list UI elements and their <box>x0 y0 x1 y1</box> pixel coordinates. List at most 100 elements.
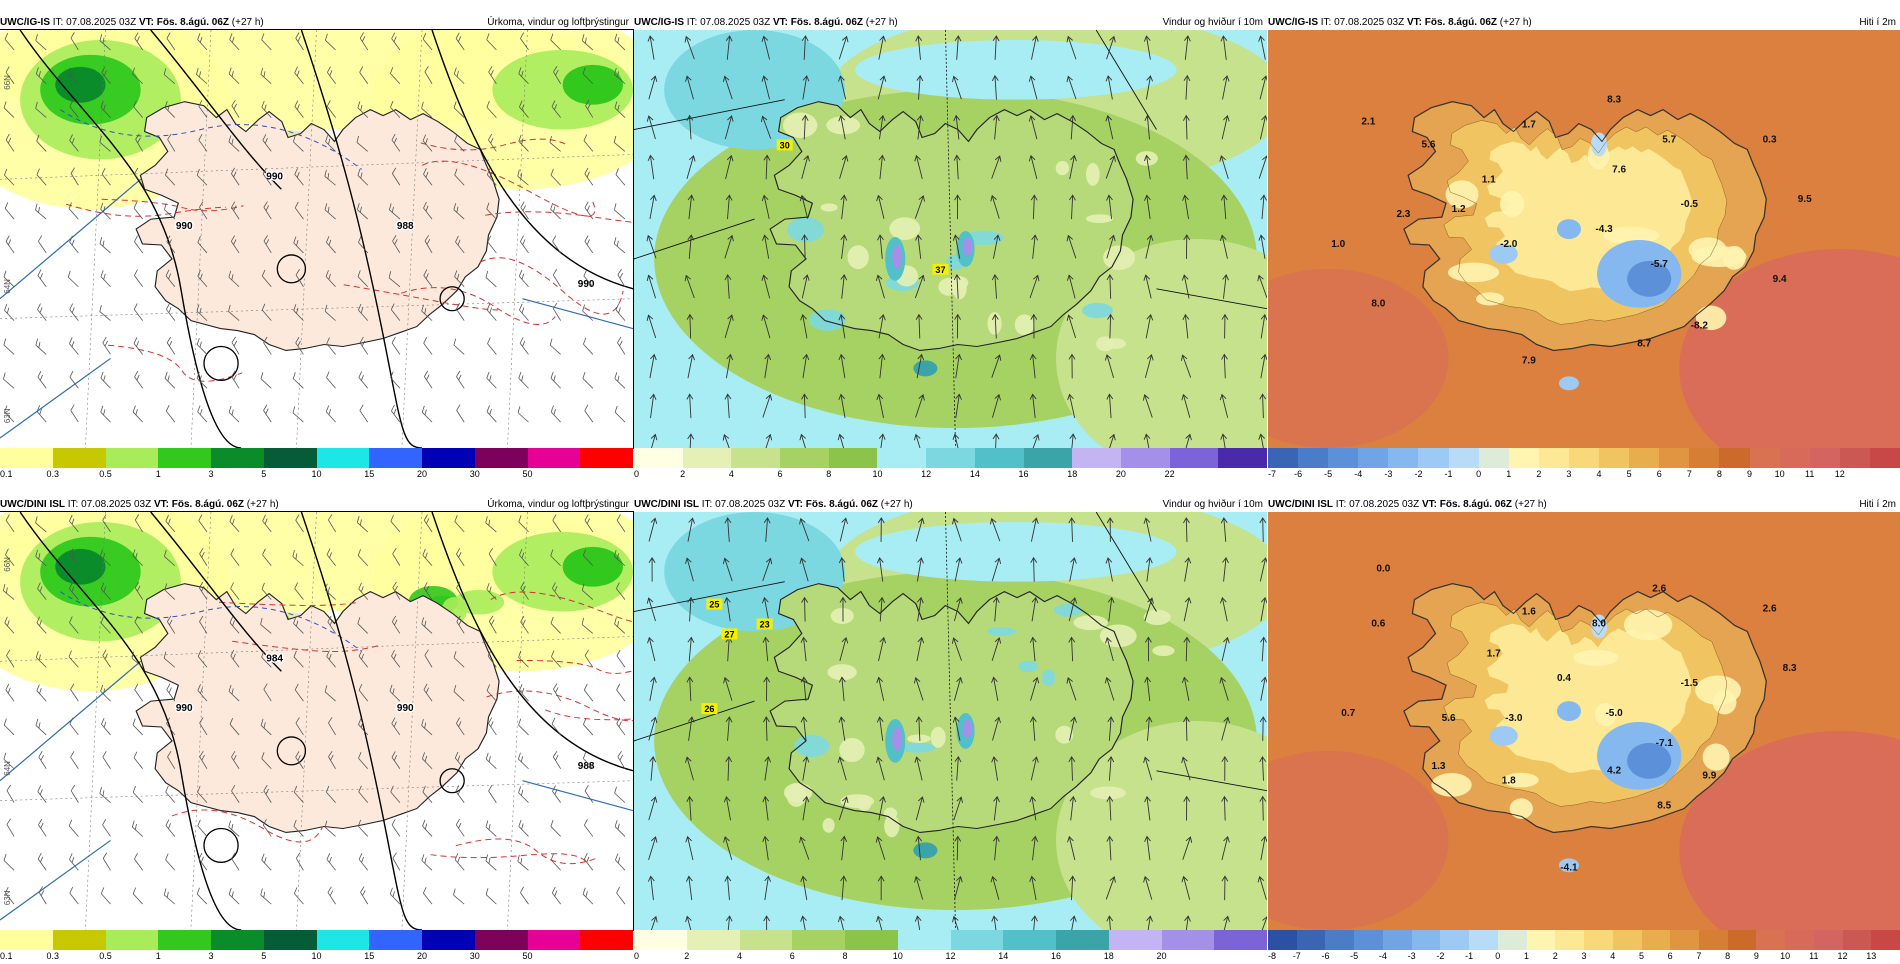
colorbar-tick-label: 2 <box>680 469 685 479</box>
colorbar-tick-label: 5 <box>1627 469 1632 479</box>
colorbar-swatch <box>211 448 264 468</box>
colorbar-tick-label: 8 <box>1717 469 1722 479</box>
colorbar-swatch <box>475 930 528 950</box>
panel-title: Úrkoma, vindur og loftþrýstingur <box>487 15 629 30</box>
colorbar-tick-label: 3 <box>1581 951 1586 961</box>
colorbar-swatch <box>317 930 370 950</box>
colorbar-tick-label: 30 <box>470 951 480 961</box>
colorbar-swatch <box>475 448 528 468</box>
colorbar-swatch <box>1613 930 1642 950</box>
colorbar-tick-label: -5 <box>1350 951 1358 961</box>
colorbar-tick-label: 4 <box>1610 951 1615 961</box>
model-name: UWC/IG-IS <box>0 17 50 28</box>
temperature-label: 1.1 <box>1482 174 1496 185</box>
colorbar-swatch <box>1449 448 1479 468</box>
colorbar-swatch <box>1440 930 1469 950</box>
temperature-label: 8.0 <box>1592 618 1606 629</box>
panel-title: Vindur og hviður í 10m <box>1163 15 1263 30</box>
colorbar-swatch <box>634 448 683 468</box>
panel-header: UWC/DINI ISL IT: 07.08.2025 03Z VT: Fös.… <box>634 497 1267 512</box>
colorbar-tick-label: 14 <box>970 469 980 479</box>
colorbar-tick-label: 20 <box>417 951 427 961</box>
colorbar-swatch <box>1642 930 1671 950</box>
precip-panel: UWC/IG-IS IT: 07.08.2025 03Z VT: Fös. 8.… <box>0 15 633 482</box>
isobar-label: 990 <box>266 171 283 182</box>
lead-time: (+27 h) <box>881 499 913 510</box>
colorbar-tick-label: 14 <box>998 951 1008 961</box>
temperature-label: 4.2 <box>1607 766 1621 777</box>
temperature-label: 2.1 <box>1361 117 1375 128</box>
colorbar-swatch <box>1584 930 1613 950</box>
colorbar-swatch <box>951 930 1004 950</box>
valid-time: Fös. 8.ágú. 06Z <box>791 17 863 28</box>
temperature-label: 1.0 <box>1331 239 1345 250</box>
colorbar-tick-label: 4 <box>1597 469 1602 479</box>
colorbar-tick-label: -3 <box>1408 951 1416 961</box>
colorbar-tick-label: 18 <box>1067 469 1077 479</box>
colorbar-tick-label: 0 <box>1495 951 1500 961</box>
colorbar-tick-label: -1 <box>1445 469 1453 479</box>
lead-time: (+27 h) <box>247 499 279 510</box>
isobar-label: 990 <box>176 703 193 714</box>
colorbar-swatch <box>1670 930 1699 950</box>
isobar-label: 988 <box>578 761 595 772</box>
temperature-label: -5.0 <box>1605 708 1623 719</box>
gust-label: 23 <box>760 619 770 629</box>
temperature-label: 0.6 <box>1371 618 1385 629</box>
colorbar-tick-label: 0.1 <box>0 469 13 479</box>
colorbar <box>1268 448 1900 468</box>
colorbar-tick-label: 1 <box>156 951 161 961</box>
isobar-label: 984 <box>266 653 283 664</box>
temperature-label: 1.6 <box>1522 607 1536 618</box>
colorbar-swatch <box>845 930 898 950</box>
colorbar-swatch <box>740 930 793 950</box>
colorbar-tick-label: 0 <box>634 469 639 479</box>
colorbar-swatch <box>1699 930 1728 950</box>
colorbar-tick-label: 5 <box>1639 951 1644 961</box>
colorbar-tick-label: 12 <box>921 469 931 479</box>
colorbar-swatch <box>1780 448 1810 468</box>
colorbar-swatch <box>53 448 106 468</box>
colorbar-swatch <box>1298 448 1328 468</box>
colorbar-swatch <box>1358 448 1388 468</box>
colorbar-tick-label: 1 <box>1524 951 1529 961</box>
colorbar-tick-label: 10 <box>872 469 882 479</box>
valid-label: VT: <box>139 17 154 28</box>
colorbar-tick-label: 50 <box>522 951 532 961</box>
model-name: UWC/DINI ISL <box>0 499 65 510</box>
gust-label: 26 <box>704 704 714 714</box>
colorbar-tick-label: 22 <box>1165 469 1175 479</box>
colorbar-swatch <box>829 448 878 468</box>
colorbar-tick-label: 7 <box>1696 951 1701 961</box>
isobar-label: 990 <box>578 279 595 290</box>
init-time: 07.08.2025 03Z <box>700 17 770 28</box>
temperature-label: 0.3 <box>1763 134 1777 145</box>
wind-panel: UWC/DINI ISL IT: 07.08.2025 03Z VT: Fös.… <box>634 497 1267 964</box>
colorbar-tick-label: 12 <box>1838 951 1848 961</box>
colorbar-swatch <box>1814 930 1843 950</box>
colorbar-tick-label: 20 <box>1116 469 1126 479</box>
init-label: IT: <box>702 499 713 510</box>
colorbar-swatch <box>877 448 926 468</box>
wind-map-canvas: 25 27 23 26 <box>634 512 1267 930</box>
colorbar-swatch <box>975 448 1024 468</box>
gust-label: 25 <box>709 600 719 610</box>
isobar-label: 988 <box>397 221 414 232</box>
valid-label: VT: <box>773 17 788 28</box>
valid-label: VT: <box>154 499 169 510</box>
colorbar-tick-label: 15 <box>364 469 374 479</box>
colorbar-swatch <box>1539 448 1569 468</box>
gust-label: 27 <box>724 629 734 639</box>
panel-title: Úrkoma, vindur og loftþrýstingur <box>487 497 629 512</box>
temperature-label: 8.3 <box>1607 95 1621 106</box>
latitude-label: 66N <box>3 75 12 90</box>
colorbar-swatch <box>926 448 975 468</box>
colorbar-swatch <box>1003 930 1056 950</box>
colorbar-swatch <box>422 930 475 950</box>
isobar-label: 990 <box>176 221 193 232</box>
colorbar-swatch <box>1268 930 1297 950</box>
colorbar-tick-label: -5 <box>1324 469 1332 479</box>
